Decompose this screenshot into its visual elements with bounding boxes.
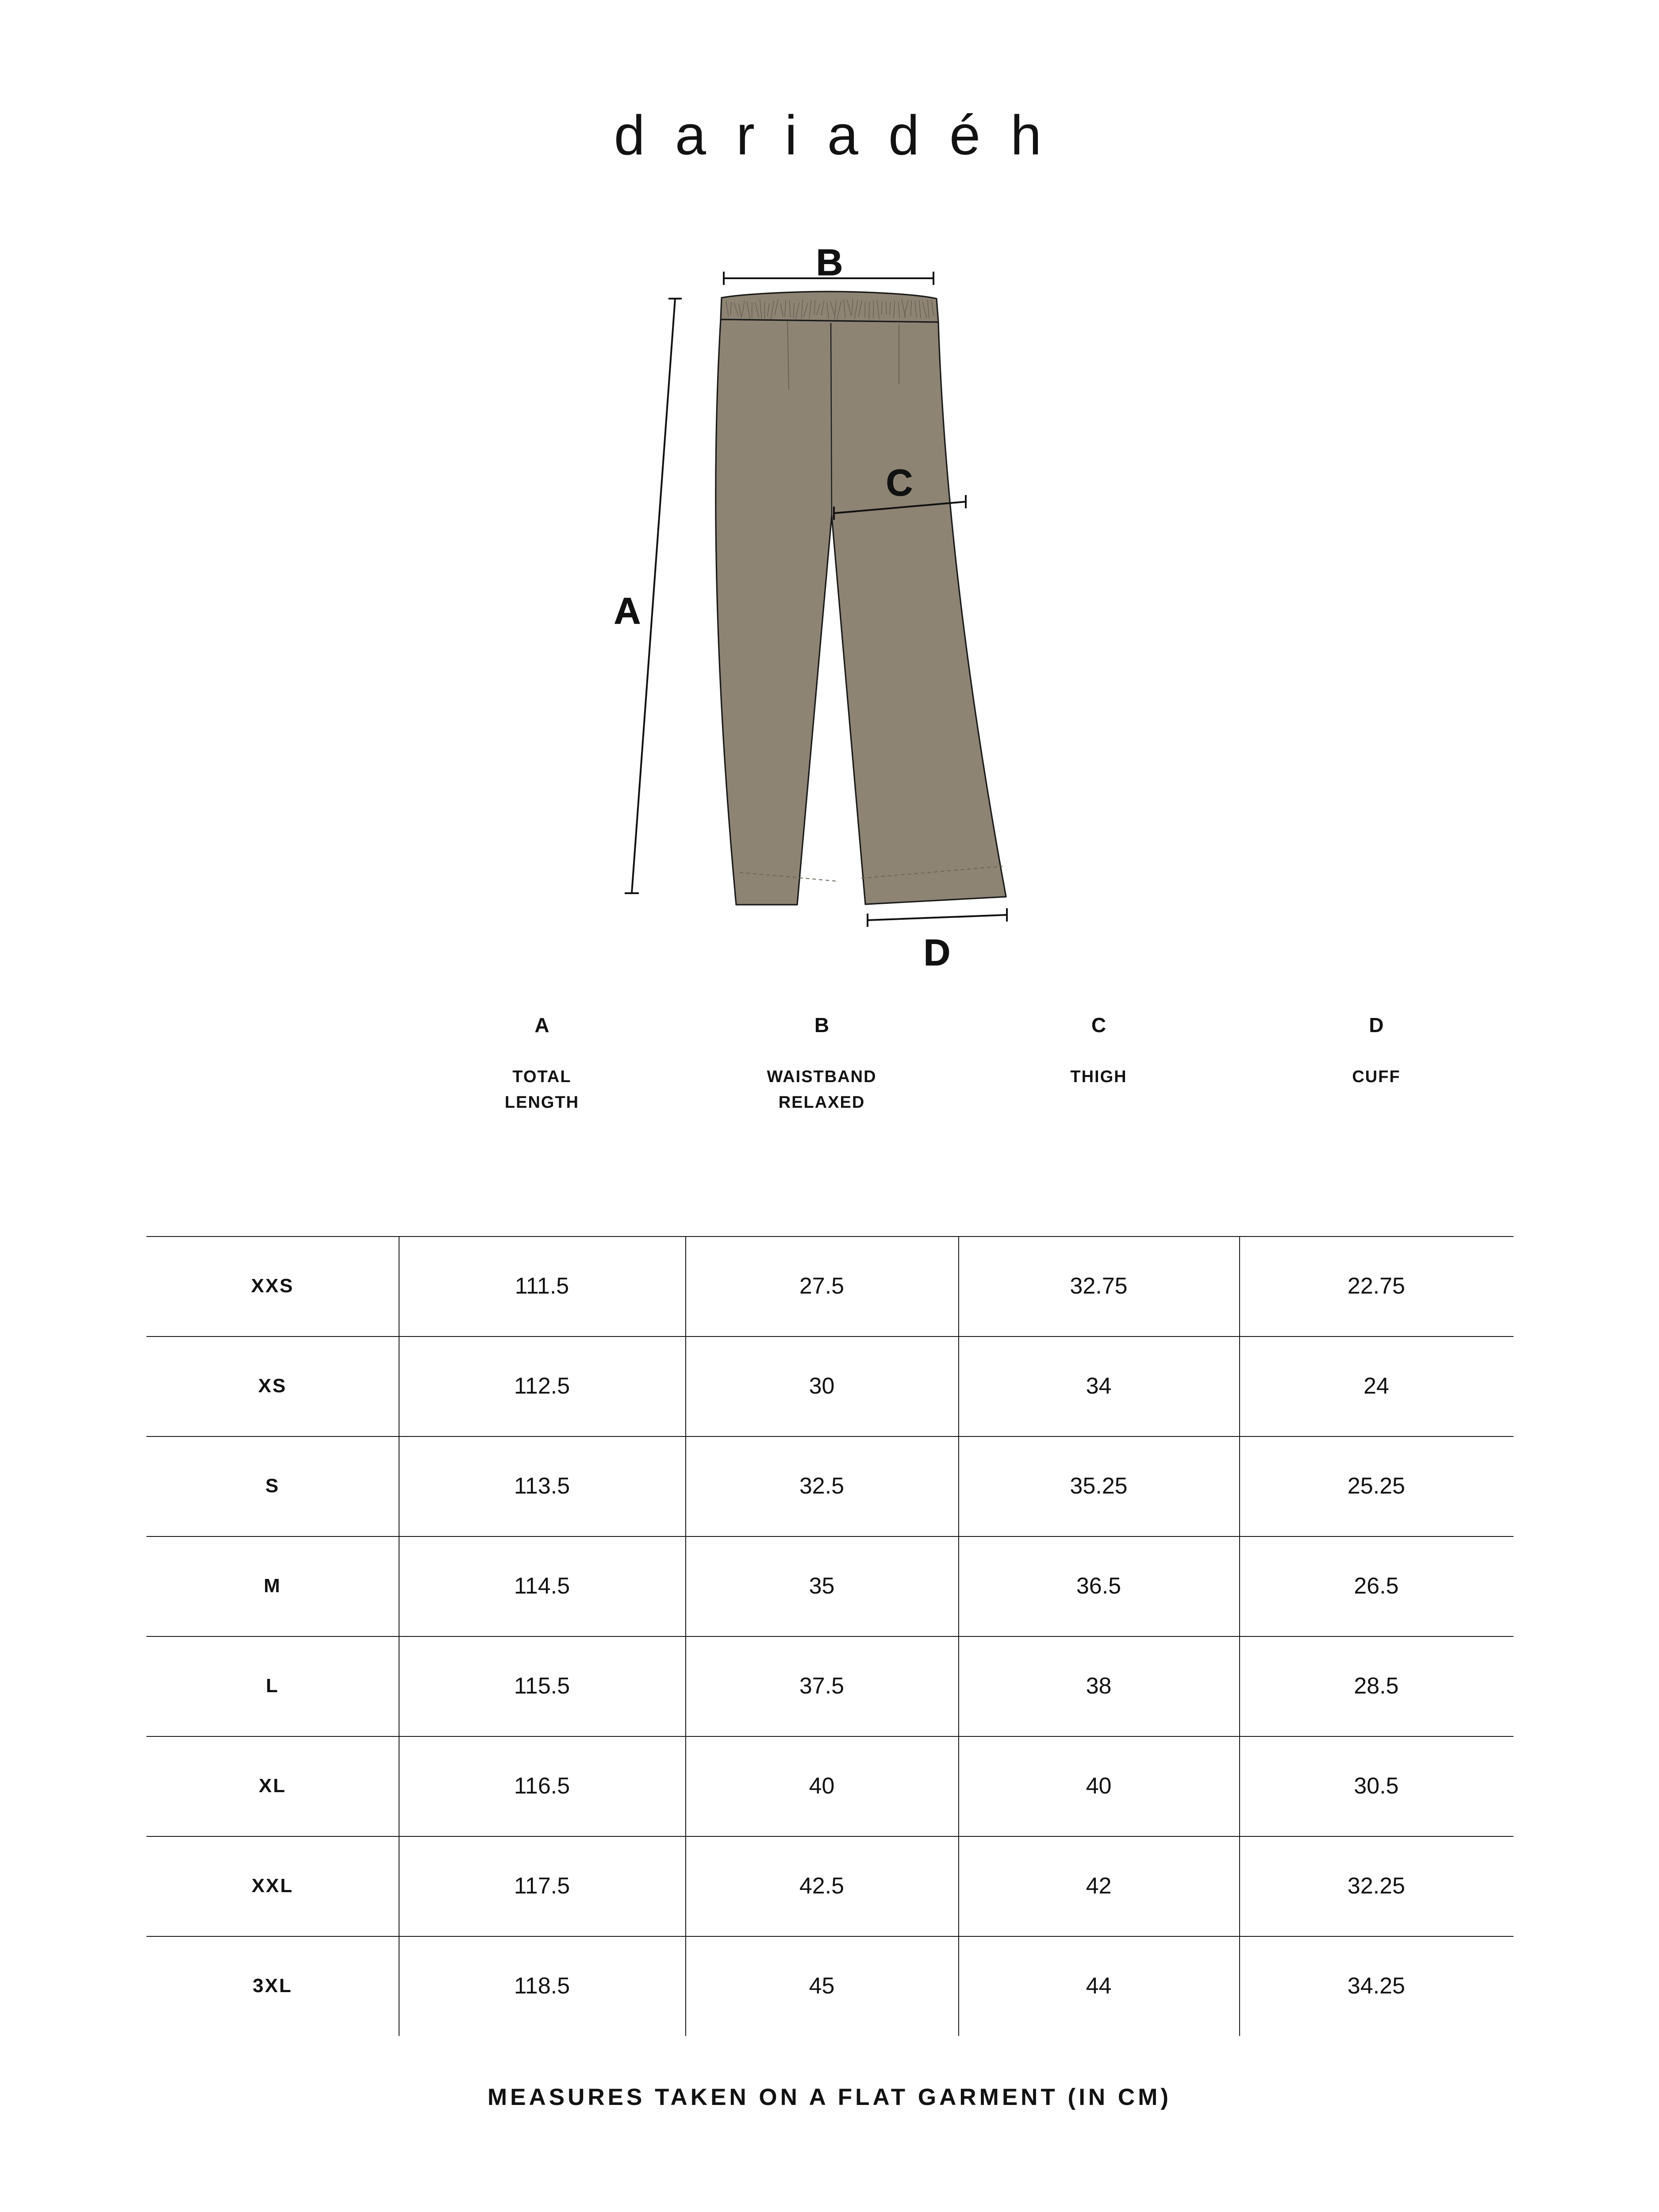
svg-text:A: A (614, 590, 641, 632)
svg-text:D: D (924, 932, 951, 973)
svg-text:C: C (886, 462, 913, 503)
svg-text:B: B (816, 242, 843, 283)
